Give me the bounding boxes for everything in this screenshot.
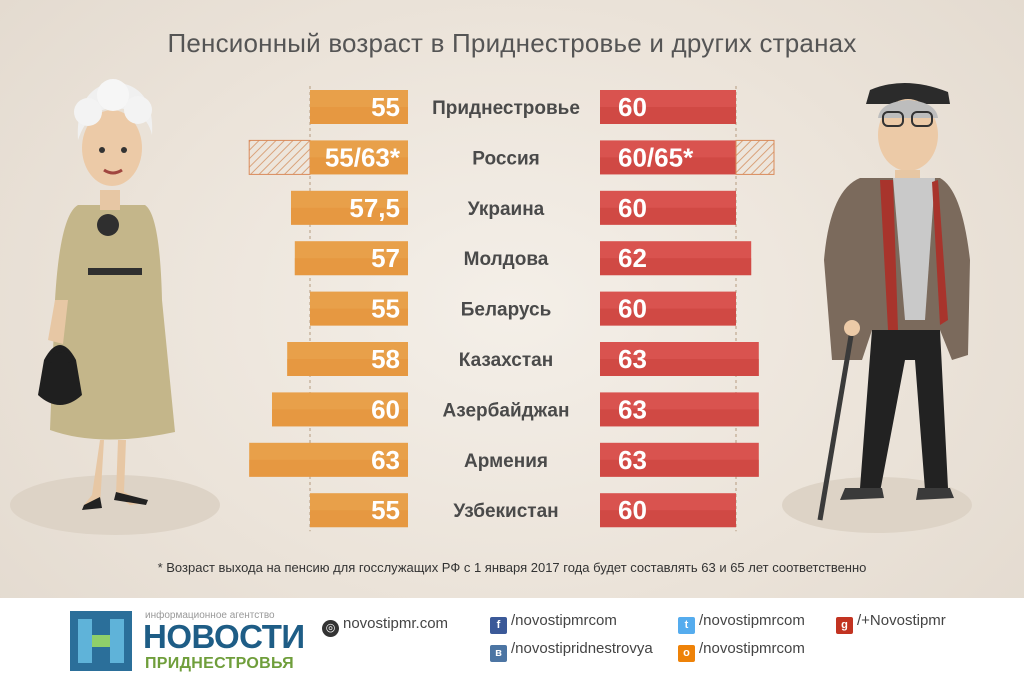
men-value-label: 60	[618, 294, 647, 324]
globe-icon: ◎	[322, 620, 339, 637]
odnoklassniki-icon: о	[678, 645, 695, 662]
gplus-label: /+Novostipmr	[857, 612, 946, 629]
vk-icon: в	[490, 645, 507, 662]
women-bar-shade	[272, 409, 408, 427]
logo-subtitle: информационное агентство	[145, 610, 275, 621]
country-label: Казахстан	[459, 350, 553, 371]
gplus-icon: g	[836, 617, 853, 634]
odnoklassniki-link[interactable]: о/novostipmrcom	[678, 640, 805, 662]
facebook-label: /novostipmrcom	[511, 612, 617, 629]
site-label: novostipmr.com	[343, 615, 449, 632]
facebook-icon: f	[490, 617, 507, 634]
women-bar-shade	[310, 107, 408, 124]
women-value-label: 57	[371, 243, 400, 273]
men-bar-shade	[600, 107, 736, 124]
men-bar-shade	[600, 359, 759, 376]
country-label: Россия	[472, 148, 539, 169]
country-label: Приднестровье	[432, 98, 580, 119]
women-bar-shade	[294, 258, 408, 276]
men-value-label: 60	[618, 495, 647, 525]
women-bar-shade	[287, 359, 408, 376]
men-value-label: 63	[618, 344, 647, 374]
country-label: Беларусь	[461, 300, 552, 321]
vk-label: /novostipridnestrovya	[511, 640, 653, 657]
women-value-label: 55	[371, 92, 400, 122]
women-value-label: 55/63*	[325, 142, 401, 172]
logo-title[interactable]: НОВОСТИ	[143, 618, 305, 655]
men-bar-shade	[600, 409, 759, 427]
women-value-label: 60	[371, 394, 400, 424]
women-value-label: 57,5	[349, 193, 400, 223]
women-bar-shade	[249, 459, 408, 477]
men-value-label: 62	[618, 243, 647, 273]
footer: информационное агентство НОВОСТИ ПРИДНЕС…	[0, 598, 1024, 683]
women-bar-extension	[248, 139, 311, 175]
site-link[interactable]: ◎ novostipmr.com	[322, 615, 448, 637]
men-bar-shade	[600, 510, 736, 528]
odnoklassniki-label: /novostipmrcom	[699, 640, 805, 657]
man-illustration	[782, 82, 972, 533]
men-bar-extension	[735, 139, 775, 175]
women-value-label: 58	[371, 344, 400, 374]
gplus-link[interactable]: g/+Novostipmr	[836, 612, 946, 634]
country-label: Украина	[468, 199, 545, 220]
women-value-label: 55	[371, 495, 400, 525]
country-label: Азербайджан	[443, 400, 570, 421]
twitter-icon: t	[678, 617, 695, 634]
men-value-label: 60	[618, 193, 647, 223]
twitter-link[interactable]: t/novostipmrcom	[678, 612, 805, 634]
bars-group: 55 60 Приднестровье 55/63* 60/65* Россия 57,5 6…	[248, 86, 775, 532]
vk-link[interactable]: в/novostipridnestrovya	[490, 640, 653, 662]
country-label: Узбекистан	[453, 501, 558, 522]
men-bar-shade	[600, 258, 752, 276]
men-bar-shade	[600, 459, 759, 477]
country-label: Молдова	[464, 249, 549, 270]
women-bar-shade	[310, 157, 408, 175]
women-bar-shade	[310, 510, 408, 528]
men-value-label: 63	[618, 394, 647, 424]
page-title: Пенсионный возраст в Приднестровье и дру…	[167, 28, 857, 58]
footnote: * Возраст выхода на пенсию для госслужащ…	[157, 560, 867, 575]
women-value-label: 55	[371, 294, 400, 324]
woman-illustration	[10, 79, 220, 535]
women-value-label: 63	[371, 445, 400, 475]
men-bar-shade	[600, 308, 736, 326]
logo-tagline: ПРИДНЕСТРОВЬЯ	[145, 655, 294, 672]
news-logo-icon[interactable]	[70, 611, 132, 671]
twitter-label: /novostipmrcom	[699, 612, 805, 629]
men-bar-shade	[600, 157, 736, 175]
men-bar-shade	[600, 207, 736, 225]
country-label: Армения	[464, 451, 548, 472]
pension-chart: 55 60 Приднестровье 55/63* 60/65* Россия 57,5 6…	[10, 79, 972, 535]
men-value-label: 60/65*	[618, 142, 694, 172]
facebook-link[interactable]: f/novostipmrcom	[490, 612, 617, 634]
men-value-label: 60	[618, 92, 647, 122]
men-value-label: 63	[618, 445, 647, 475]
women-bar-shade	[291, 207, 408, 225]
women-bar-shade	[310, 308, 408, 326]
